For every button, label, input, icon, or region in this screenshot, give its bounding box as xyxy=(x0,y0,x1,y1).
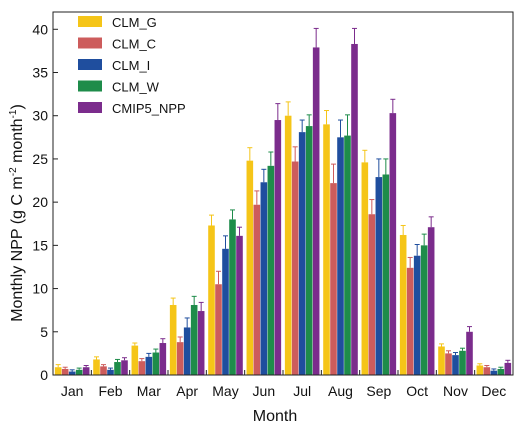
bar-CLM_I-Jan xyxy=(68,371,76,375)
x-tick-label-Aug: Aug xyxy=(328,383,353,399)
bar-CLM_I-Oct xyxy=(413,255,421,375)
bar-CLM_G-Mar xyxy=(131,345,139,375)
bar-CLM_G-Dec xyxy=(476,365,484,375)
legend-label-CLM_C: CLM_C xyxy=(112,37,156,52)
bar-CLM_C-Jun xyxy=(253,204,261,375)
bar-CLM_G-Feb xyxy=(93,359,100,375)
bar-CLM_C-Mar xyxy=(138,361,146,375)
axes-layer: 0 5 10 15 20 25 30 35 40 Jan Feb Mar Apr May Jun Jul Aug… xyxy=(32,11,514,399)
y-tick-label-20: 20 xyxy=(32,194,48,210)
legend-swatch-CLM_C xyxy=(78,37,102,49)
x-tick-label-Jul: Jul xyxy=(293,383,311,399)
bar-CMIP5_NPP-May xyxy=(236,235,243,375)
bar-CLM_C-Nov xyxy=(445,353,452,375)
legend: CLM_G CLM_C CLM_I CLM_W CMIP5_NPP xyxy=(78,15,186,116)
bar-CLM_W-Feb xyxy=(114,362,121,375)
bar-CLM_W-Nov xyxy=(459,350,466,375)
bar-CLM_G-Jun xyxy=(246,160,254,375)
bar-CLM_G-Jul xyxy=(284,115,292,375)
y-tick-label-15: 15 xyxy=(32,237,48,253)
y-tick-label-25: 25 xyxy=(32,151,48,167)
x-tick-label-Sep: Sep xyxy=(366,383,391,399)
legend-label-CMIP5_NPP: CMIP5_NPP xyxy=(112,101,186,116)
x-tick-label-Apr: Apr xyxy=(176,383,198,399)
bar-CLM_C-Oct xyxy=(406,267,414,375)
bar-CLM_C-Jul xyxy=(291,161,299,375)
bar-CMIP5_NPP-Nov xyxy=(466,331,473,375)
bar-CLM_C-Jan xyxy=(61,368,69,375)
bar-CLM_W-Jan xyxy=(75,369,83,375)
bar-CMIP5_NPP-Aug xyxy=(351,43,358,375)
bar-CLM_C-Sep xyxy=(368,214,376,375)
y-tick-label-10: 10 xyxy=(32,281,48,297)
legend-swatch-CMIP5_NPP xyxy=(78,102,102,113)
bar-CLM_G-Aug xyxy=(323,124,330,375)
y-tick-label-0: 0 xyxy=(40,367,48,383)
bar-CLM_G-Oct xyxy=(399,234,407,375)
bar-CMIP5_NPP-Mar xyxy=(159,343,167,375)
bar-CLM_G-May xyxy=(208,225,215,375)
y-tick-label-40: 40 xyxy=(32,21,48,37)
bar-CLM_W-Sep xyxy=(382,174,390,375)
bar-CLM_I-Jun xyxy=(260,182,268,375)
bar-CLM_G-Nov xyxy=(438,346,445,375)
bar-CLM_I-Mar xyxy=(145,356,153,375)
bar-CLM_C-Apr xyxy=(176,342,184,375)
bar-CLM_W-Oct xyxy=(420,245,428,375)
legend-label-CLM_I: CLM_I xyxy=(112,58,150,73)
bar-CLM_W-Jul xyxy=(305,126,313,375)
bar-CMIP5_NPP-Feb xyxy=(121,360,128,375)
bar-CLM_I-Sep xyxy=(375,177,383,375)
bar-CMIP5_NPP-Apr xyxy=(197,311,205,375)
x-tick-label-Feb: Feb xyxy=(98,383,122,399)
bar-CLM_C-Aug xyxy=(330,183,337,375)
x-tick-label-Oct: Oct xyxy=(406,383,428,399)
bar-CLM_W-Aug xyxy=(344,135,351,375)
legend-swatch-CLM_I xyxy=(78,59,102,70)
bar-CLM_C-Feb xyxy=(100,366,107,375)
x-tick-label-May: May xyxy=(212,383,238,399)
x-tick-label-Jun: Jun xyxy=(253,383,276,399)
y-tick-label-5: 5 xyxy=(40,324,48,340)
y-tick-label-35: 35 xyxy=(32,65,48,81)
bar-CLM_W-Apr xyxy=(190,304,198,375)
bar-CLM_C-Dec xyxy=(483,367,491,375)
bar-CLM_W-Jun xyxy=(267,165,275,375)
bar-CMIP5_NPP-Jul xyxy=(312,47,320,375)
bar-CLM_I-Jul xyxy=(298,132,306,375)
y-axis-title: Monthly NPP (g C m-2 month-1) xyxy=(8,104,26,322)
bars-layer xyxy=(54,27,512,376)
bar-CLM_W-May xyxy=(229,219,236,375)
legend-label-CLM_W: CLM_W xyxy=(112,80,160,95)
bar-CLM_W-Mar xyxy=(152,352,160,375)
bar-CLM_G-Apr xyxy=(169,304,177,375)
x-tick-label-Mar: Mar xyxy=(137,383,161,399)
bar-CLM_I-Apr xyxy=(183,327,191,375)
x-tick-label-Nov: Nov xyxy=(443,383,468,399)
x-axis-title: Month xyxy=(253,408,297,425)
bar-CMIP5_NPP-Jun xyxy=(274,120,282,376)
legend-swatch-CLM_W xyxy=(78,80,102,92)
bar-CLM_I-May xyxy=(222,248,229,375)
bar-CMIP5_NPP-Dec xyxy=(504,362,512,375)
legend-label-CLM_G: CLM_G xyxy=(112,15,157,30)
bar-CLM_I-Feb xyxy=(107,369,114,375)
bar-CLM_I-Dec xyxy=(490,370,498,375)
bar-CMIP5_NPP-Oct xyxy=(427,227,435,375)
bar-CMIP5_NPP-Jan xyxy=(82,367,90,375)
legend-swatch-CLM_G xyxy=(78,16,102,27)
bar-CLM_G-Sep xyxy=(361,162,369,375)
bar-CMIP5_NPP-Sep xyxy=(389,113,397,375)
bar-CLM_C-May xyxy=(215,284,222,375)
x-tick-label-Dec: Dec xyxy=(481,383,506,399)
bar-CLM_I-Nov xyxy=(452,355,459,375)
y-tick-label-30: 30 xyxy=(32,108,48,124)
bar-CLM_G-Jan xyxy=(54,367,62,375)
bar-CLM_I-Aug xyxy=(337,137,344,375)
x-tick-label-Jan: Jan xyxy=(61,383,84,399)
bar-CLM_W-Dec xyxy=(497,368,505,375)
